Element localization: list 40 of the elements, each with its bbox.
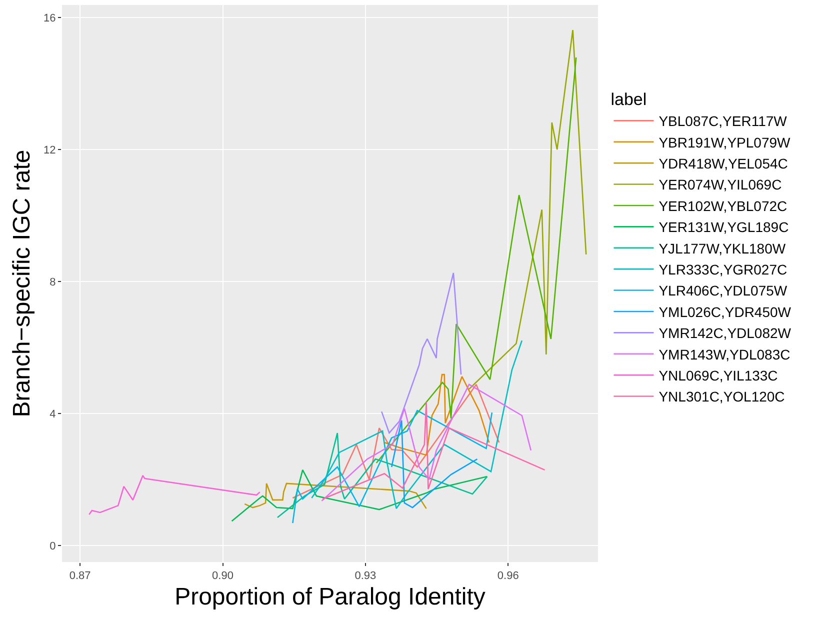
line-series xyxy=(380,272,462,434)
legend-label: YBR191W,YPL079W xyxy=(658,134,792,150)
line-series xyxy=(390,420,478,508)
line-series xyxy=(88,474,260,516)
line-series xyxy=(231,469,488,522)
line-series xyxy=(244,482,427,510)
legend-label: YER074W,YIL069C xyxy=(658,176,782,193)
y-tick-label: 12 xyxy=(44,144,56,156)
legend-label: YNL301C,YOL120C xyxy=(658,388,785,405)
y-tick-label: 8 xyxy=(50,276,56,288)
legend-label: YNL069C,YIL133C xyxy=(658,368,778,384)
legend-label: YBL087C,YER117W xyxy=(658,113,788,130)
y-axis-title: Branch−specific IGC rate xyxy=(8,150,36,418)
x-axis-title: Proportion of Paralog Identity xyxy=(174,584,486,610)
legend-label: YMR142C,YDL082W xyxy=(658,325,792,342)
x-tick-label: 0.96 xyxy=(497,570,519,582)
line-series xyxy=(468,29,587,390)
legend-label: YDR418W,YEL054C xyxy=(658,156,788,172)
line-series xyxy=(321,384,532,502)
x-tick-label: 0.90 xyxy=(212,570,234,582)
line-series xyxy=(384,374,490,456)
x-tick-label: 0.87 xyxy=(69,570,91,582)
legend-label: YLR406C,YDL075W xyxy=(658,282,788,299)
y-tick-label: 0 xyxy=(50,540,56,552)
line-series xyxy=(292,410,493,524)
legend-label: YJL177W,YKL180W xyxy=(658,240,786,256)
x-tick-label: 0.93 xyxy=(354,570,376,582)
y-tick-label: 16 xyxy=(44,12,56,24)
line-series xyxy=(292,384,500,499)
legend-label: YER102W,YBL072C xyxy=(658,198,788,214)
legend-label: YMR143W,YDL083C xyxy=(658,346,790,362)
legend-title: label xyxy=(610,90,647,110)
line-series xyxy=(322,401,546,500)
legend-label: YER131W,YGL189C xyxy=(658,219,789,236)
line-series xyxy=(376,56,577,464)
y-tick-label: 4 xyxy=(50,408,56,420)
line-series xyxy=(276,432,488,518)
legend-label: YML026C,YDR450W xyxy=(658,304,792,320)
legend-label: YLR333C,YGR027C xyxy=(658,262,788,278)
line-series xyxy=(311,340,523,510)
